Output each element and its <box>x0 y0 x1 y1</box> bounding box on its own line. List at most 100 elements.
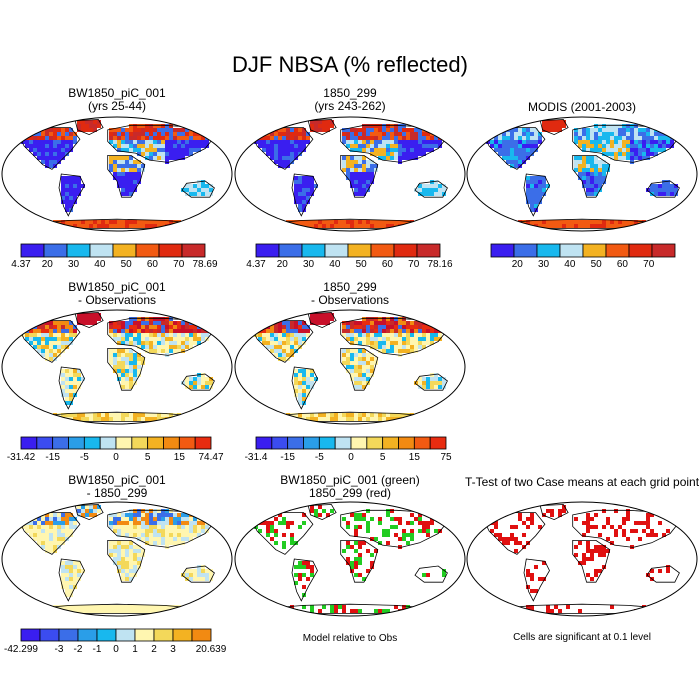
modis-colorbar-label: 50 <box>590 259 602 270</box>
north-america-outline <box>484 127 546 170</box>
south-america-outline <box>291 366 318 410</box>
south-america-outline <box>523 173 550 217</box>
eurasia-outline <box>340 317 448 356</box>
colorbar-box <box>513 243 538 258</box>
colorbar-box <box>68 436 85 450</box>
colorbar-box <box>20 628 41 642</box>
colorbar-box <box>52 436 69 450</box>
africa-outline <box>340 155 379 198</box>
south-america-outline <box>523 558 550 602</box>
colorbar-box <box>416 243 441 258</box>
bw_minus_obs-colorbar-label: 15 <box>173 452 185 463</box>
south-america-outline <box>58 173 85 217</box>
modis-colorbar-label: 70 <box>643 259 655 270</box>
case1850-colorbar <box>255 243 441 258</box>
bw1850-colorbar-label: 50 <box>120 259 132 270</box>
case1850-land-cells <box>254 120 446 228</box>
c1850_minus_obs-colorbar-label: -15 <box>280 452 295 463</box>
colorbar-box <box>83 436 101 450</box>
model_vs_obs-land-cells <box>254 505 446 613</box>
model_vs_obs-note: Model relative to Obs <box>302 633 398 644</box>
bw_minus_1850-title-line: - 1850_299 <box>86 486 148 500</box>
bw_minus_obs-colorbar-label: -15 <box>45 452 60 463</box>
c1850_minus_obs-colorbar-label: 0 <box>348 452 354 463</box>
bw_minus_obs-colorbar-label: -31.42 <box>6 452 36 463</box>
colorbar-box <box>366 436 384 450</box>
bw1850-colorbar-label: 70 <box>173 259 185 270</box>
bw1850-colorbar-label: 30 <box>68 259 80 270</box>
case1850-title-line: 1850_299 <box>323 86 377 100</box>
bw_minus_1850-map <box>1 501 233 617</box>
colorbar-box <box>536 243 561 258</box>
eurasia-outline <box>340 124 448 163</box>
bw_minus_1850-colorbar-label: -3 <box>54 644 64 655</box>
bw_minus_1850-colorbar <box>20 628 212 642</box>
bw1850-map <box>1 116 233 232</box>
africa-outline <box>572 155 611 198</box>
eurasia-outline <box>107 509 215 548</box>
colorbar-box <box>20 436 38 450</box>
colorbar-box <box>318 436 336 450</box>
australia-outline <box>646 565 680 583</box>
map-border <box>234 501 466 617</box>
case1850-colorbar-label: 70 <box>408 259 420 270</box>
colorbar-box <box>96 628 117 642</box>
north-america-outline <box>252 127 314 170</box>
c1850_minus_obs-land-cells <box>254 313 446 421</box>
colorbar-box <box>429 436 447 450</box>
c1850_minus_obs-map <box>234 309 466 425</box>
ttest-land-cells <box>490 505 674 613</box>
africa-outline <box>340 540 379 583</box>
modis-colorbar-label: 20 <box>511 259 523 270</box>
colorbar-box <box>20 243 45 258</box>
africa-outline <box>107 155 146 198</box>
modis-colorbar-label: 40 <box>564 259 576 270</box>
australia-outline <box>414 180 448 198</box>
c1850_minus_obs-colorbar-label: 5 <box>379 452 386 463</box>
australia-outline <box>181 565 215 583</box>
modis-title-line: MODIS (2001-2003) <box>527 100 637 114</box>
colorbar-box <box>115 436 133 450</box>
south-america-outline <box>58 558 85 602</box>
case1850-colorbar-label: 4.37 <box>246 259 266 270</box>
colorbar-box <box>36 436 54 450</box>
eurasia-outline <box>572 509 680 548</box>
north-america-outline <box>19 320 81 363</box>
colorbar-box <box>651 243 676 258</box>
bw1850-title-line: BW1850_piC_001 <box>68 86 166 100</box>
bw_minus_obs-colorbar-label: -5 <box>79 452 89 463</box>
bw_minus_1850-colorbar-label: 0 <box>113 644 119 655</box>
case1850-colorbar-label: 78.16 <box>427 259 453 270</box>
colorbar-box <box>559 243 584 258</box>
colorbar-box <box>628 243 653 258</box>
bw1850-colorbar <box>20 243 206 258</box>
modis-colorbar-label: 60 <box>616 259 628 270</box>
bw1850-colorbar-label: 40 <box>94 259 106 270</box>
north-america-outline <box>19 512 81 555</box>
south-america-outline <box>291 173 318 217</box>
bw_minus_obs-title-line: - Observations <box>77 293 157 307</box>
colorbar-box <box>413 436 431 450</box>
colorbar-box <box>605 243 630 258</box>
colorbar-box <box>490 243 515 258</box>
australia-outline <box>414 565 448 583</box>
colorbar-box <box>287 436 304 450</box>
model_vs_obs-title-line: BW1850_piC_001 (green) <box>280 473 420 487</box>
colorbar-box <box>43 243 68 258</box>
africa-outline <box>340 348 379 391</box>
case1850-colorbar-label: 60 <box>381 259 393 270</box>
colorbar-box <box>301 243 326 258</box>
bw_minus_obs-map <box>1 309 233 425</box>
eurasia-outline <box>572 124 680 163</box>
colorbar-box <box>134 628 155 642</box>
case1850-map <box>234 116 466 232</box>
bw_minus_1850-title-line: BW1850_piC_001 <box>68 473 166 487</box>
bw_minus_obs-colorbar <box>20 436 212 450</box>
colorbar-box <box>131 436 149 450</box>
bw_minus_obs-colorbar-label: 5 <box>144 452 151 463</box>
ttest-map <box>466 501 698 617</box>
bw_minus_obs-colorbar-label: 0 <box>113 452 119 463</box>
c1850_minus_obs-colorbar <box>255 436 447 450</box>
colorbar-box <box>39 628 60 642</box>
bw_minus_obs-title-line: BW1850_piC_001 <box>68 280 166 294</box>
